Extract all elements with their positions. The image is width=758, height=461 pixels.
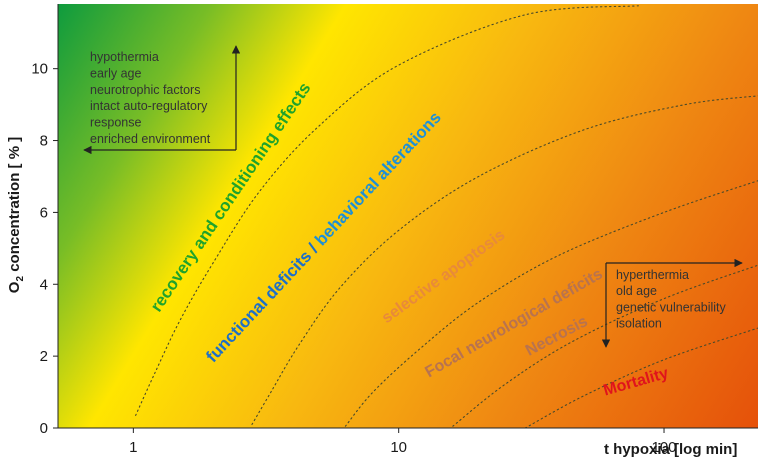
boundary-line-3 bbox=[344, 180, 758, 427]
plot-background bbox=[58, 4, 758, 428]
y-tick-label: 2 bbox=[40, 348, 48, 365]
protective-factors-list: hypothermia early age neurotrophic factors… bbox=[90, 50, 211, 146]
y-axis-title-main: O bbox=[6, 281, 23, 293]
boundary-line-1 bbox=[135, 5, 639, 416]
y-tick-label: 0 bbox=[40, 420, 48, 437]
boundary-line-2 bbox=[251, 95, 758, 425]
risk-factor-item: hyperthermia bbox=[616, 268, 689, 282]
y-axis-title: O2 concentration [ % ] bbox=[6, 137, 26, 293]
y-tick-label: 10 bbox=[31, 61, 48, 78]
protective-factor-item: hypothermia bbox=[90, 50, 159, 64]
risk-factor-item: isolation bbox=[616, 317, 662, 331]
y-tick-label: 6 bbox=[40, 204, 48, 221]
risk-factor-item: old age bbox=[616, 284, 657, 298]
protective-factor-item: early age bbox=[90, 66, 141, 80]
x-tick-label: 100 bbox=[652, 439, 677, 456]
risk-factors-box: hyperthermia old age genetic vulnerability… bbox=[601, 258, 743, 348]
protective-factors-box: hypothermia early age neurotrophic factors… bbox=[83, 45, 241, 155]
y-axis-title-subscript: 2 bbox=[15, 276, 26, 282]
risk-factors-list: hyperthermia old age genetic vulnerability… bbox=[616, 268, 727, 331]
x-axis-title: t hypoxia [log min] bbox=[604, 441, 737, 458]
protective-factor-item: intact auto-regulatory bbox=[90, 99, 208, 113]
risk-factor-item: genetic vulnerability bbox=[616, 300, 727, 314]
y-tick-label: 4 bbox=[40, 276, 48, 293]
y-axis-title-rest: concentration [ % ] bbox=[6, 137, 23, 276]
boundary-line-5 bbox=[524, 327, 758, 428]
x-tick-label: 1 bbox=[129, 439, 137, 456]
x-tick-label: 10 bbox=[390, 439, 407, 456]
protective-factor-item: neurotrophic factors bbox=[90, 83, 200, 97]
boundary-lines bbox=[135, 5, 758, 428]
axis-ticks: 0 2 4 6 8 10 1 10 100 bbox=[31, 61, 676, 456]
y-tick-label: 8 bbox=[40, 133, 48, 150]
protective-factor-item: enriched environment bbox=[90, 132, 211, 146]
protective-factor-item: response bbox=[90, 116, 141, 130]
